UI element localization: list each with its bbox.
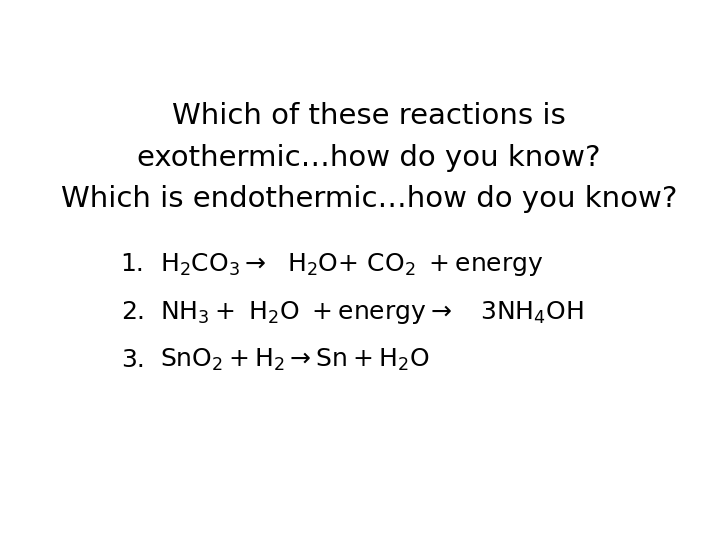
Text: exothermic…how do you know?: exothermic…how do you know? — [138, 144, 600, 172]
Text: $\mathrm{H_2CO_3 \rightarrow \ \ H_2O{+}\ CO_2 \ + energy}$: $\mathrm{H_2CO_3 \rightarrow \ \ H_2O{+}… — [160, 251, 543, 278]
Text: $\mathrm{NH_3 +\ H_2O\ + energy \rightarrow \ \ \ 3NH_4OH}$: $\mathrm{NH_3 +\ H_2O\ + energy \rightar… — [160, 299, 584, 326]
Text: 2.: 2. — [121, 300, 145, 324]
Text: 1.: 1. — [121, 252, 145, 276]
Text: $\mathrm{SnO_2 + H_2 \rightarrow Sn + H_2O}$: $\mathrm{SnO_2 + H_2 \rightarrow Sn + H_… — [160, 347, 429, 373]
Text: Which is endothermic…how do you know?: Which is endothermic…how do you know? — [60, 185, 678, 213]
Text: Which of these reactions is: Which of these reactions is — [172, 102, 566, 130]
Text: 3.: 3. — [121, 348, 145, 372]
